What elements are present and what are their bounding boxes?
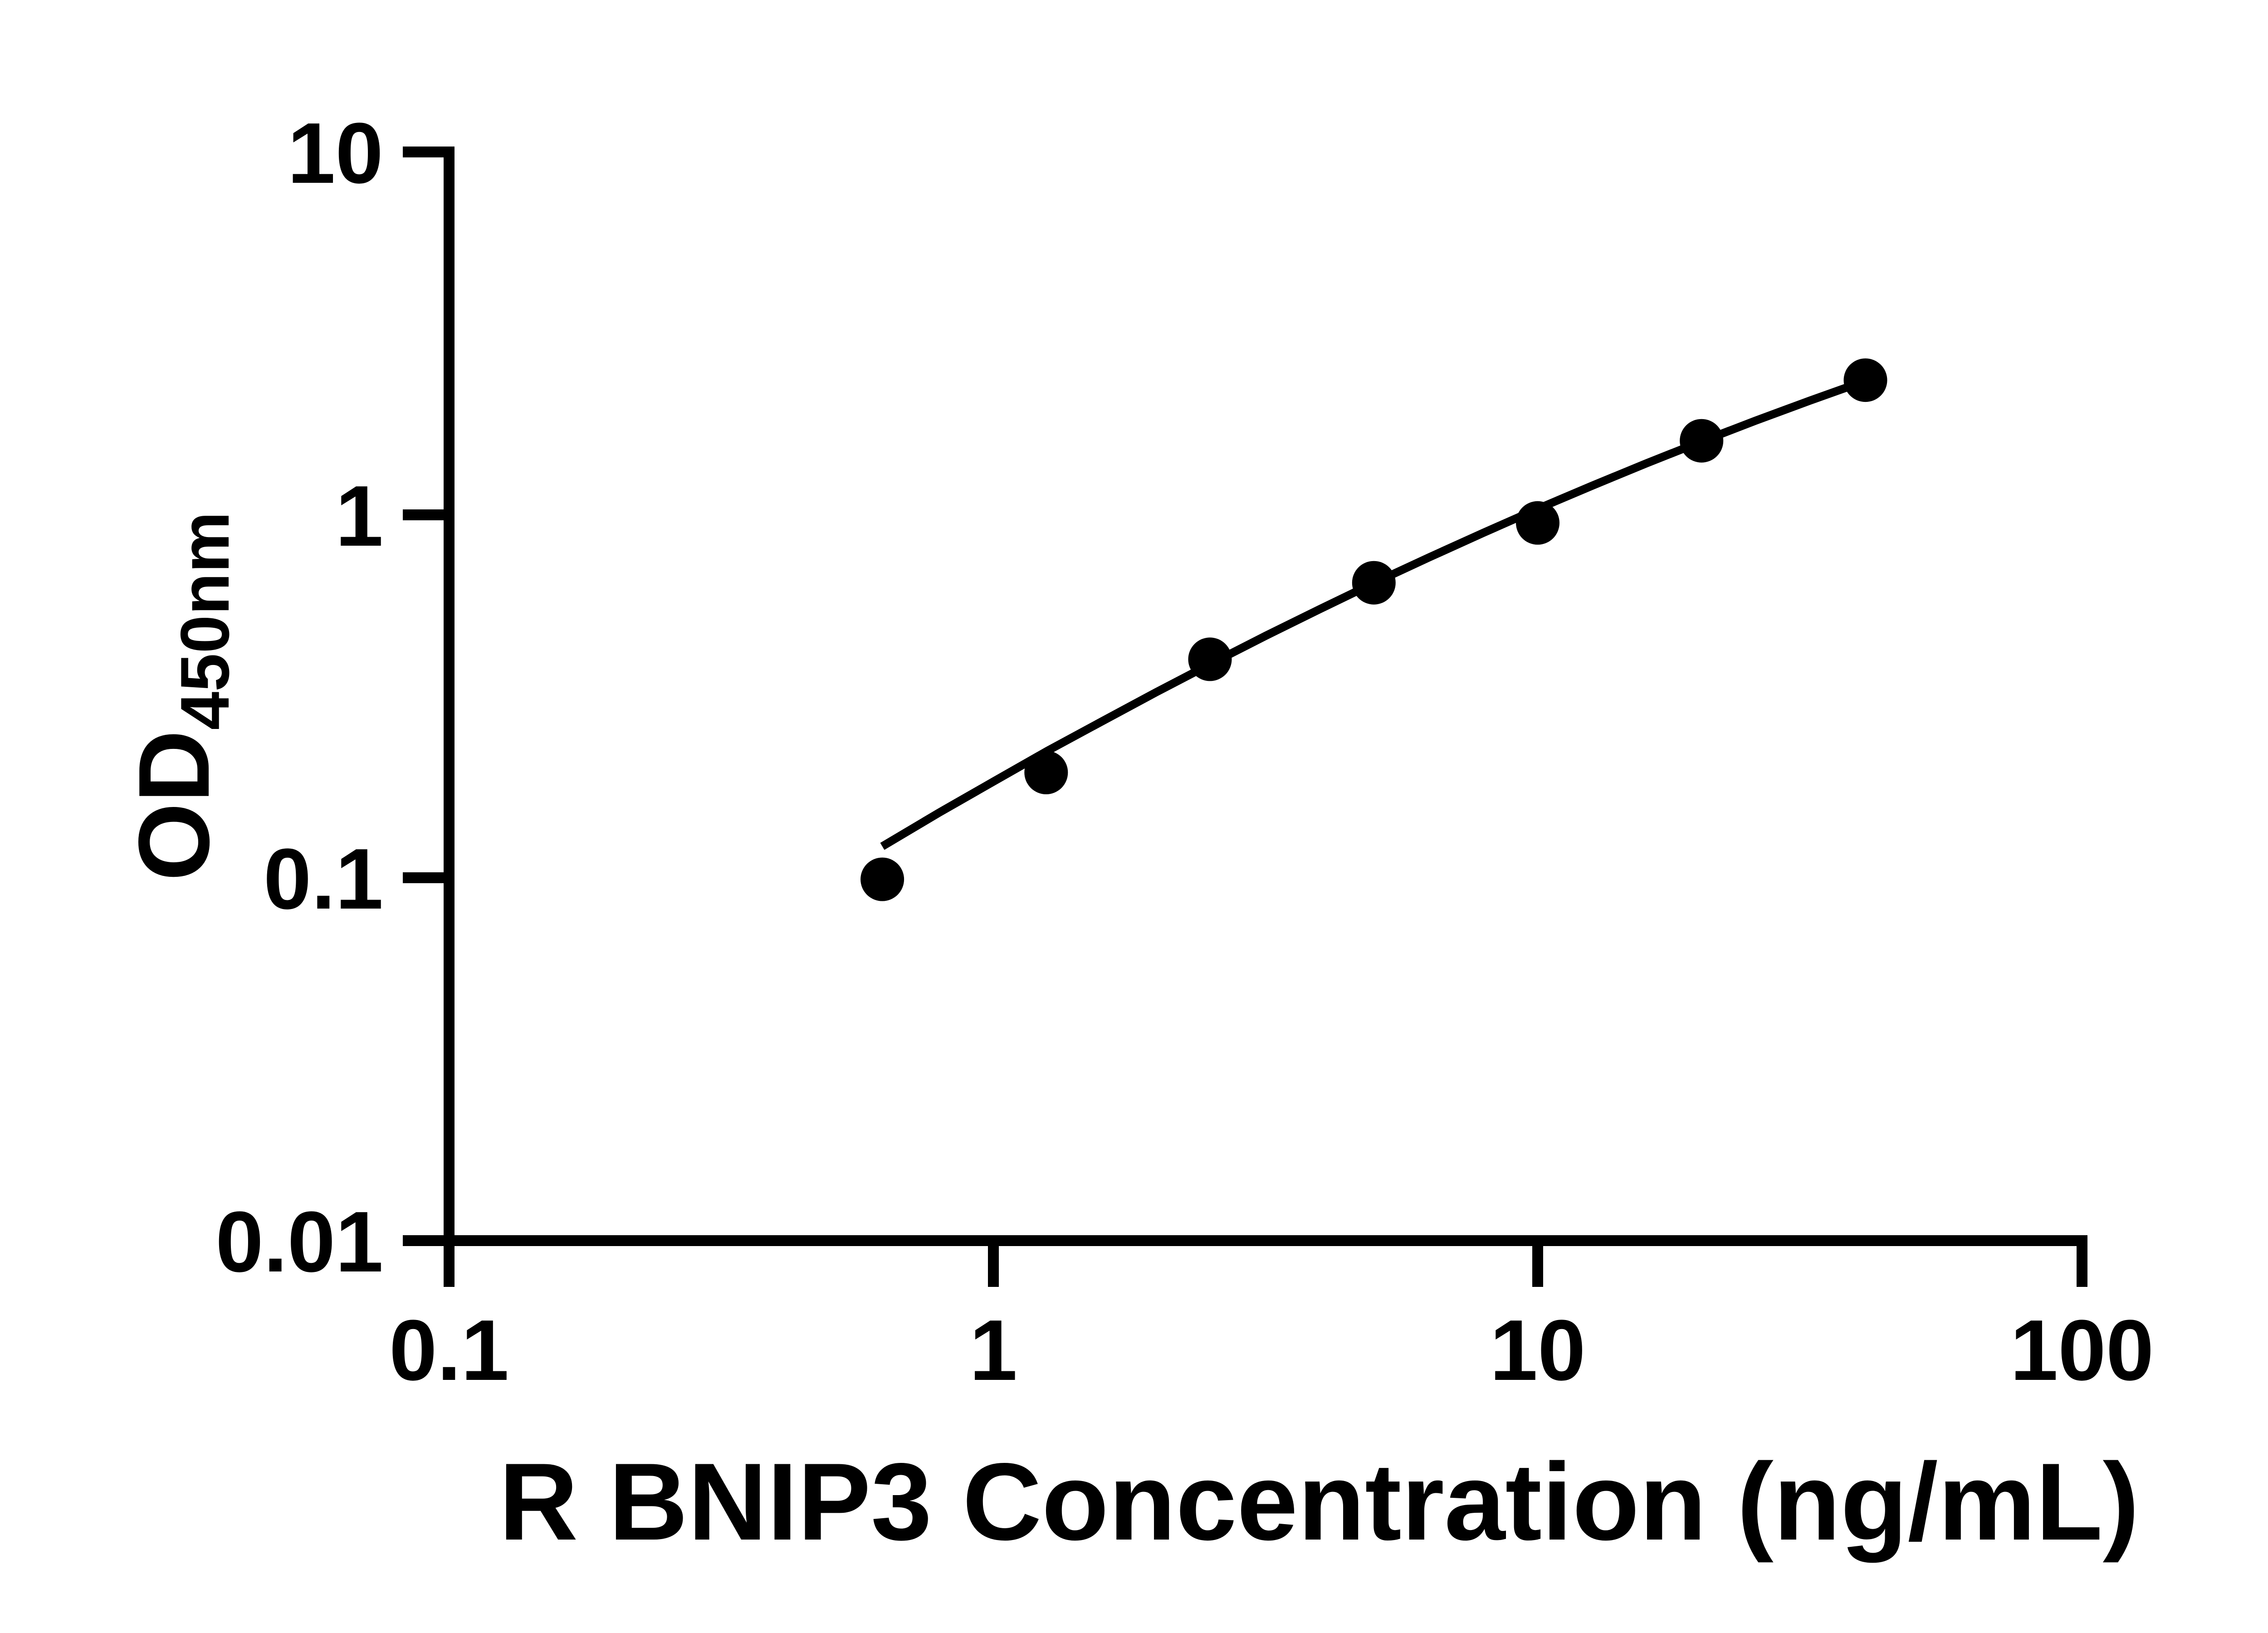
data-point xyxy=(860,857,904,901)
axis-ticks xyxy=(403,147,2087,1287)
data-series xyxy=(860,358,1887,901)
y-tick-label: 0.01 xyxy=(215,1194,383,1290)
x-tick-label: 1 xyxy=(969,1302,1017,1398)
axes xyxy=(444,147,2087,1246)
y-tick-label: 0.1 xyxy=(264,831,383,927)
x-tick-label: 0.1 xyxy=(389,1302,509,1398)
x-axis-title: R BNIP3 Concentration (ng/mL) xyxy=(499,1441,2140,1563)
fit-curve-line xyxy=(880,377,1867,850)
y-tick-label: 10 xyxy=(288,105,383,201)
y-axis-title-main: OD xyxy=(118,730,230,881)
x-tick-label: 10 xyxy=(1490,1302,1585,1398)
y-tick-label: 1 xyxy=(335,468,383,564)
x-tick-label: 100 xyxy=(2010,1302,2154,1398)
y-axis-title-subscript: 450nm xyxy=(166,512,244,730)
data-point xyxy=(1843,358,1887,402)
y-axis-title: OD450nm xyxy=(118,512,244,881)
